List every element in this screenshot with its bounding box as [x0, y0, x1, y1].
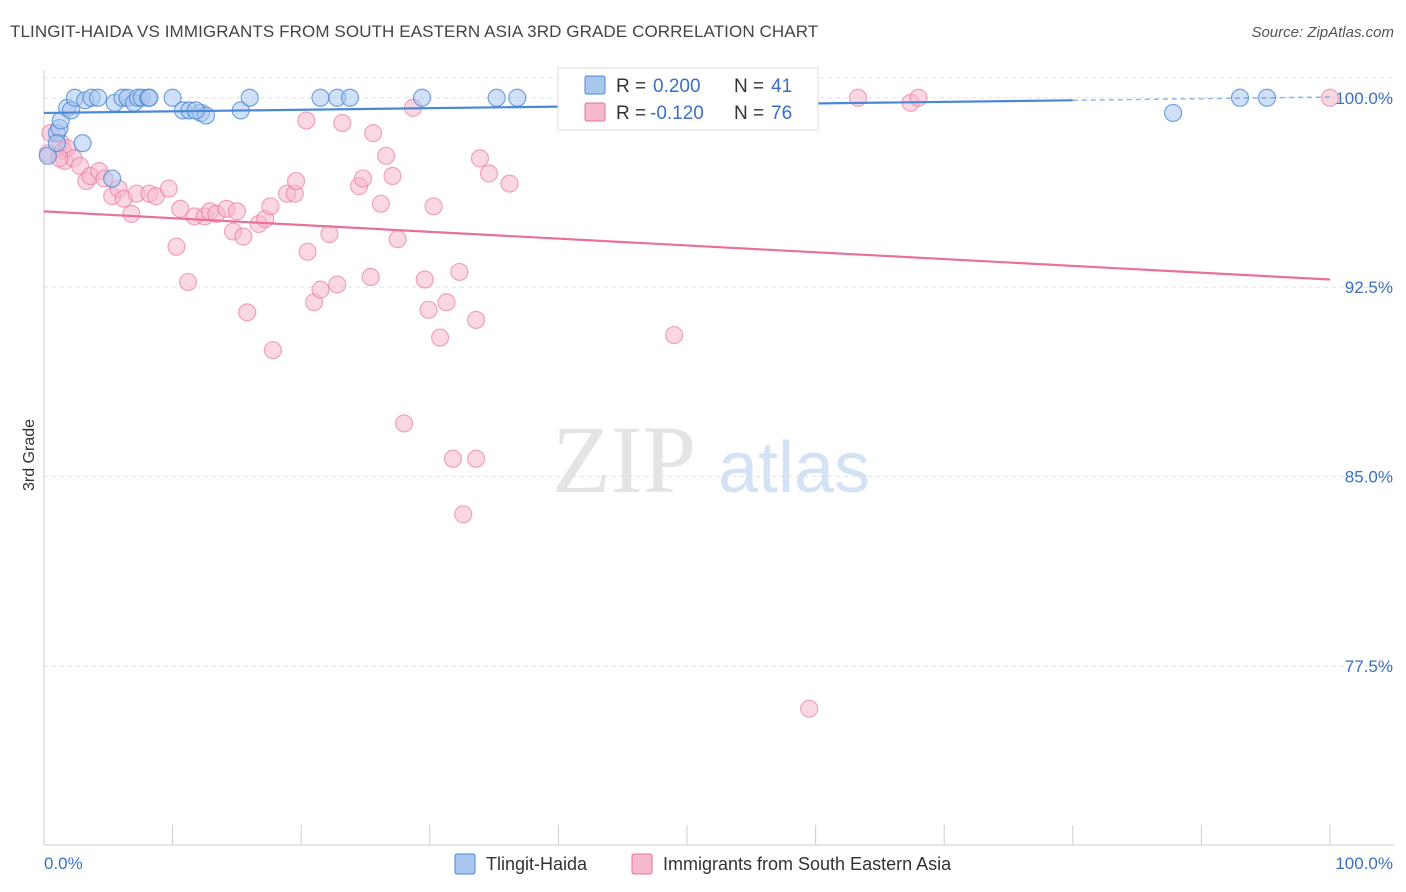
- legend-swatch-tlingit: [454, 853, 476, 875]
- x-tick-labels: 0.0% 100.0%: [44, 854, 1393, 873]
- legend-swatch-immigrants: [631, 853, 653, 875]
- legend: Tlingit-Haida Immigrants from South East…: [454, 853, 952, 875]
- source-label: Source: ZipAtlas.com: [1251, 24, 1394, 41]
- immigrants-trend-line: [43, 210, 1331, 281]
- tlingit-point-9: [88, 88, 108, 107]
- tlingit-point-34: [73, 134, 92, 153]
- axes: [43, 70, 1394, 846]
- immigrants-point-19: [159, 179, 178, 198]
- immigrants-point-21: [171, 199, 190, 218]
- immigrants-point-49: [364, 124, 383, 143]
- tlingit-point-17: [163, 88, 182, 107]
- immigrants-point-44: [328, 275, 347, 294]
- stats-box: R = 0.200 N = 41 R = -0.120 N = 76: [557, 67, 819, 131]
- stats-blue-r-value: 0.200: [653, 76, 701, 97]
- tlingit-point-23: [240, 88, 259, 107]
- stats-pink-r-label: R =: [616, 103, 646, 124]
- tlingit-point-29: [508, 88, 527, 107]
- immigrants-point-30: [234, 227, 253, 246]
- immigrants-point-57: [419, 300, 438, 319]
- immigrants-point-15: [122, 204, 141, 223]
- immigrants-point-22: [178, 272, 198, 292]
- immigrants-point-52: [383, 166, 402, 186]
- immigrants-point-50: [371, 194, 391, 213]
- stats-blue-n-label: N =: [734, 76, 764, 97]
- tlingit-point-33: [47, 134, 66, 153]
- x-tick-label-1: 100.0%: [1335, 854, 1393, 873]
- tlingit-trend-extension: [1072, 96, 1331, 102]
- series-immigrants-points: [38, 88, 1340, 718]
- stats-pink-n-label: N =: [734, 103, 764, 124]
- immigrants-point-40: [298, 242, 317, 261]
- immigrants-point-34: [261, 197, 280, 216]
- stats-pink-r-value: -0.120: [650, 103, 704, 124]
- immigrants-point-60: [437, 293, 456, 312]
- immigrants-point-58: [424, 197, 443, 216]
- watermark-zip: ZIP: [552, 406, 696, 513]
- immigrants-point-48: [361, 267, 380, 287]
- tlingit-point-28: [487, 88, 506, 107]
- immigrants-point-29: [227, 202, 246, 221]
- stats-blue-swatch: [584, 75, 606, 95]
- immigrants-point-64: [466, 310, 486, 330]
- immigrants-point-54: [394, 414, 414, 433]
- legend-label-tlingit: Tlingit-Haida: [486, 854, 588, 874]
- immigrants-point-69: [665, 325, 684, 345]
- tlingit-point-24: [311, 88, 330, 107]
- y-tick-label-3: 77.5%: [1345, 657, 1393, 676]
- immigrants-point-43: [320, 224, 339, 244]
- stats-pink-n-value: 76: [771, 103, 792, 124]
- tlingit-point-27: [412, 88, 432, 107]
- immigrants-point-31: [238, 303, 257, 322]
- immigrants-point-67: [500, 174, 519, 193]
- immigrants-point-70: [800, 699, 819, 718]
- immigrants-point-65: [470, 149, 490, 168]
- immigrants-point-73: [909, 88, 928, 107]
- chart-title: TLINGIT-HAIDA VS IMMIGRANTS FROM SOUTH E…: [10, 22, 819, 41]
- stats-blue-n-value: 41: [771, 76, 792, 97]
- tlingit-point-35: [103, 169, 122, 188]
- tlingit-point-26: [340, 88, 360, 107]
- immigrants-point-74: [1320, 88, 1340, 107]
- immigrants-point-42: [311, 280, 330, 299]
- immigrants-point-45: [333, 113, 352, 133]
- immigrants-point-47: [353, 169, 373, 188]
- immigrants-point-68: [466, 449, 486, 468]
- immigrants-point-38: [286, 171, 306, 191]
- immigrants-point-20: [167, 237, 186, 256]
- immigrants-point-35: [263, 341, 283, 360]
- y-tick-label-2: 85.0%: [1345, 467, 1393, 486]
- stats-pink-swatch: [584, 102, 606, 122]
- gridlines: [44, 77, 1394, 667]
- immigrants-point-61: [443, 449, 463, 468]
- x-tick-label-0: 0.0%: [44, 854, 83, 873]
- immigrants-point-63: [454, 505, 473, 524]
- y-tick-label-0: 100.0%: [1335, 89, 1393, 108]
- y-tick-labels: 100.0% 92.5% 85.0% 77.5%: [1335, 89, 1393, 676]
- watermark-atlas: atlas: [718, 428, 870, 508]
- immigrants-point-51: [376, 146, 396, 165]
- immigrants-point-39: [297, 111, 316, 130]
- tlingit-point-36: [140, 88, 159, 107]
- tlingit-point-30: [1164, 103, 1183, 123]
- immigrants-point-56: [415, 270, 434, 289]
- immigrants-point-62: [450, 262, 469, 282]
- immigrants-point-53: [388, 230, 407, 249]
- immigrants-point-66: [479, 164, 499, 183]
- y-axis-label: 3rd Grade: [21, 419, 38, 491]
- legend-label-immigrants: Immigrants from South Eastern Asia: [663, 854, 952, 874]
- y-tick-label-1: 92.5%: [1345, 278, 1393, 297]
- immigrants-point-59: [430, 328, 450, 347]
- stats-blue-r-label: R =: [616, 76, 646, 97]
- tlingit-point-0: [38, 146, 57, 165]
